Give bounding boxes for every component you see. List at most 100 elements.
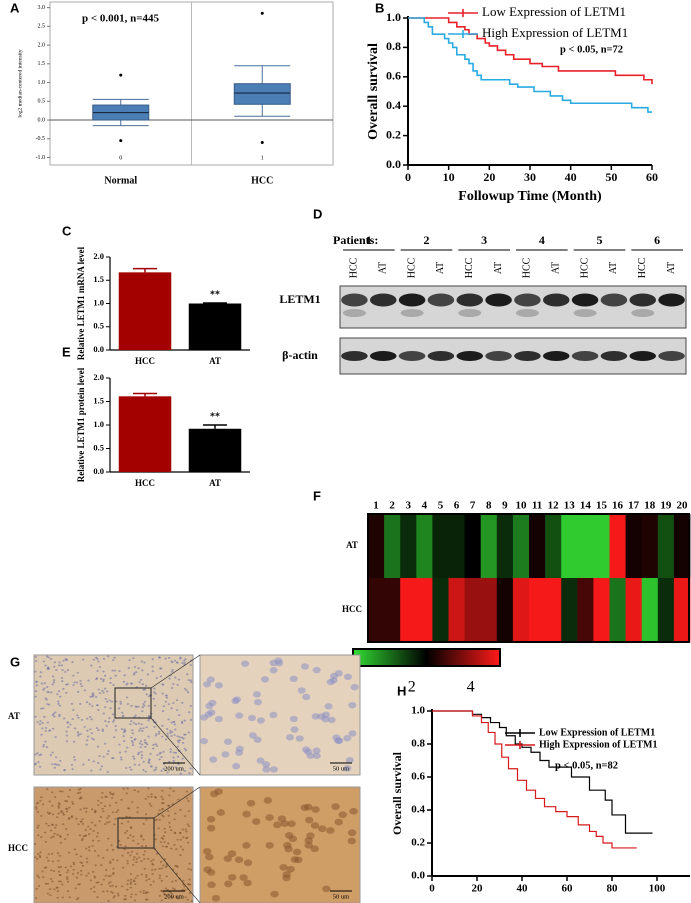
nucleus [84,829,87,831]
nucleus [57,690,61,693]
nucleus [71,802,75,805]
nucleus [92,738,96,741]
nucleus [66,833,69,836]
nucleus [143,857,146,860]
nucleus [137,856,141,859]
nucleus [172,756,175,759]
nucleus [77,716,80,719]
nucleus [181,757,184,760]
nucleus [150,868,154,871]
nucleus [142,889,145,892]
nucleus [99,768,102,771]
panel-label: G [10,654,20,669]
nucleus [92,658,95,661]
nucleus [102,856,105,859]
nucleus [53,826,57,829]
nucleus [72,684,75,687]
nucleus [206,815,216,823]
nucleus [115,811,118,814]
nucleus [208,699,217,707]
x-tick-label: 0 [405,170,411,184]
lane-label: HCC [637,257,648,278]
nucleus [162,835,166,838]
nucleus [37,876,40,879]
nucleus [175,872,179,875]
nucleus [131,732,134,735]
y-tick-label: 0.0 [411,870,425,882]
blot-band [341,351,368,361]
nucleus [176,735,179,738]
nucleus [86,717,89,720]
nucleus [126,862,129,865]
row-label: AT [8,711,20,721]
nucleus [92,886,96,888]
nucleus [214,682,223,689]
nucleus [172,702,175,705]
nucleus [97,881,100,884]
nucleus [113,669,117,672]
nucleus [102,680,105,683]
nucleus [130,720,133,723]
nucleus [160,889,163,892]
nucleus [118,743,121,746]
nucleus [334,670,343,677]
nucleus [35,684,39,687]
nucleus [124,831,127,834]
nucleus [211,894,221,902]
nucleus [105,700,109,703]
blot-band [369,293,397,307]
heatmap-cell [448,578,465,643]
nucleus [207,869,216,876]
nucleus [170,892,173,895]
nucleus [58,713,61,716]
nucleus [65,683,68,686]
nucleus [111,713,115,716]
nucleus [40,682,44,685]
nucleus [80,861,84,864]
nucleus [210,790,219,798]
nucleus [86,735,90,738]
nucleus [65,808,69,811]
nucleus [116,859,119,862]
blot-smear [400,309,424,317]
nucleus [170,707,173,710]
nucleus [154,692,157,695]
nucleus [51,751,54,754]
nucleus [183,719,186,722]
nucleus [170,670,174,673]
nucleus [304,816,314,824]
nucleus [109,677,112,680]
nucleus [111,892,115,894]
nucleus [67,817,71,820]
nucleus [152,697,155,700]
nucleus [38,765,42,768]
nucleus [173,659,177,662]
heatmap-cell [657,514,675,579]
nucleus [56,852,60,855]
nucleus [70,702,74,705]
nucleus [47,703,51,706]
nucleus [129,854,132,857]
y-tick-label: 0.5 [93,442,104,452]
nucleus [96,704,99,707]
nucleus [175,848,178,851]
nucleus [69,865,73,868]
scale-bar-label: 200 um [164,765,184,772]
nucleus [116,892,120,895]
nucleus [105,690,109,693]
nucleus [111,757,114,760]
nucleus [153,769,156,772]
nucleus [160,795,163,798]
nucleus [104,874,107,877]
nucleus [186,673,189,676]
nucleus [71,800,74,803]
nucleus [289,715,298,723]
nucleus [168,794,171,797]
nucleus [46,690,49,693]
nucleus [169,750,172,753]
nucleus [104,720,107,723]
nucleus [66,878,69,881]
y-tick-label: 0.2 [411,837,425,849]
nucleus [188,883,192,886]
nucleus [111,720,115,723]
